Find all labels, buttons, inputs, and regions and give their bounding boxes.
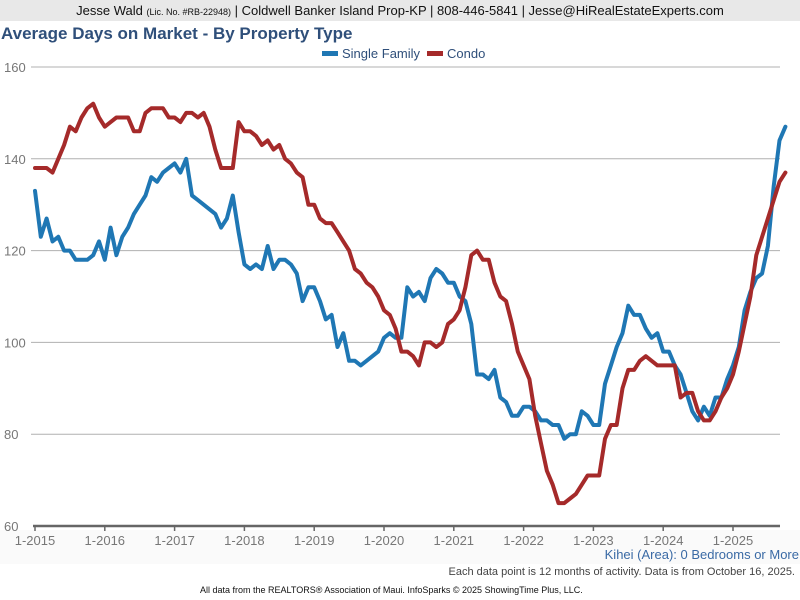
x-tick-label: 1-2019	[294, 533, 334, 548]
x-tick-label: 1-2025	[713, 533, 753, 548]
x-tick-label: 1-2022	[503, 533, 543, 548]
legend: Single Family Condo	[322, 46, 485, 61]
gridlines	[31, 66, 780, 435]
legend-label-condo: Condo	[447, 46, 485, 61]
x-axis: 1-2015 1-2016 1-2017 1-2018 1-2019 1-2020 1-20…	[15, 524, 780, 548]
y-tick-label: 120	[4, 244, 26, 259]
y-tick-label: 160	[4, 60, 26, 75]
y-tick-label: 80	[4, 427, 18, 442]
area-filter-note: Kihei (Area): 0 Bedrooms or More	[604, 547, 799, 562]
x-tick-label: 1-2016	[85, 533, 125, 548]
data-footnote: Each data point is 12 months of activity…	[448, 566, 795, 578]
x-tick-label: 1-2024	[643, 533, 683, 548]
y-axis-ticks: 60 80 100 120 140 160	[4, 60, 26, 534]
x-tick-label: 1-2020	[364, 533, 404, 548]
series-line-single-family	[33, 124, 788, 441]
x-tick-label: 1-2018	[224, 533, 264, 548]
data-source: All data from the REALTORS® Association …	[200, 585, 583, 595]
legend-label-single-family: Single Family	[342, 46, 421, 61]
legend-swatch-single-family	[322, 51, 338, 56]
axis-footer-band	[0, 530, 800, 564]
y-tick-label: 140	[4, 152, 26, 167]
x-tick-label: 1-2023	[573, 533, 613, 548]
series-line-condo	[33, 101, 788, 506]
agent-name: Jesse Wald	[76, 3, 143, 18]
series-lines	[33, 101, 788, 506]
x-tick-label: 1-2021	[434, 533, 474, 548]
legend-swatch-condo	[427, 51, 443, 56]
x-tick-label: 1-2017	[154, 533, 194, 548]
x-tick-label: 1-2015	[15, 533, 55, 548]
y-tick-label: 60	[4, 519, 18, 534]
y-tick-label: 100	[4, 335, 26, 350]
agent-header-bar: Jesse Wald (Lic. No. #RB-22948) | Coldwe…	[0, 0, 800, 21]
chart-title: Average Days on Market - By Property Typ…	[1, 24, 353, 43]
agent-contact: | Coldwell Banker Island Prop-KP | 808-4…	[234, 3, 724, 18]
license-number: (Lic. No. #RB-22948)	[146, 7, 232, 17]
